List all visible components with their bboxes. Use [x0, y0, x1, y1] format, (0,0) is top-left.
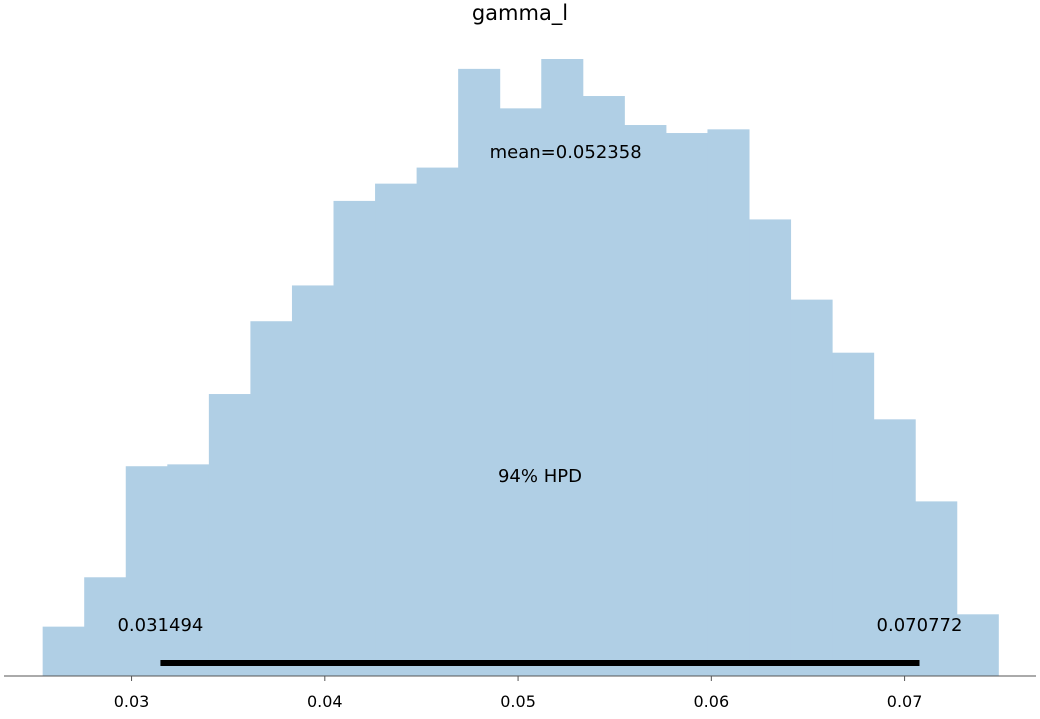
- histogram-bar: [84, 577, 127, 676]
- histogram-bar: [375, 183, 418, 676]
- hpd-high-label: 0.070772: [877, 615, 963, 636]
- histogram-bars: [42, 59, 999, 677]
- histogram-bar: [499, 108, 542, 677]
- histogram-bar: [832, 352, 875, 676]
- histogram-bar: [458, 68, 501, 676]
- histogram-bar: [208, 394, 251, 676]
- histogram-bar: [790, 299, 833, 676]
- x-tick-label: 0.06: [694, 692, 730, 711]
- histogram-bar: [873, 419, 916, 676]
- histogram-bar: [707, 129, 750, 676]
- hpd-low-label: 0.031494: [117, 615, 203, 636]
- x-tick-label: 0.04: [307, 692, 343, 711]
- histogram-bar: [956, 614, 999, 676]
- x-tick-label: 0.07: [887, 692, 923, 711]
- histogram-bar: [125, 466, 168, 676]
- histogram-bar: [582, 96, 625, 676]
- histogram-bar: [624, 125, 667, 677]
- histogram-bar: [749, 219, 792, 677]
- hpd-label: 94% HPD: [498, 466, 582, 487]
- x-tick-label: 0.05: [500, 692, 536, 711]
- histogram-bar: [250, 321, 293, 676]
- histogram-bar: [665, 133, 708, 677]
- histogram-bar: [416, 167, 459, 677]
- histogram-bar: [333, 200, 376, 676]
- histogram-bar: [541, 59, 584, 676]
- x-axis-ticks: 0.03 0.04 0.05 0.06 0.07: [114, 676, 923, 711]
- mean-label: mean=0.052358: [490, 142, 642, 163]
- histogram-bar: [291, 285, 335, 676]
- histogram-bar: [42, 626, 85, 676]
- chart-title: gamma_l: [472, 1, 568, 26]
- histogram-bar: [915, 501, 958, 676]
- histogram-bar: [167, 464, 210, 676]
- x-tick-label: 0.03: [114, 692, 150, 711]
